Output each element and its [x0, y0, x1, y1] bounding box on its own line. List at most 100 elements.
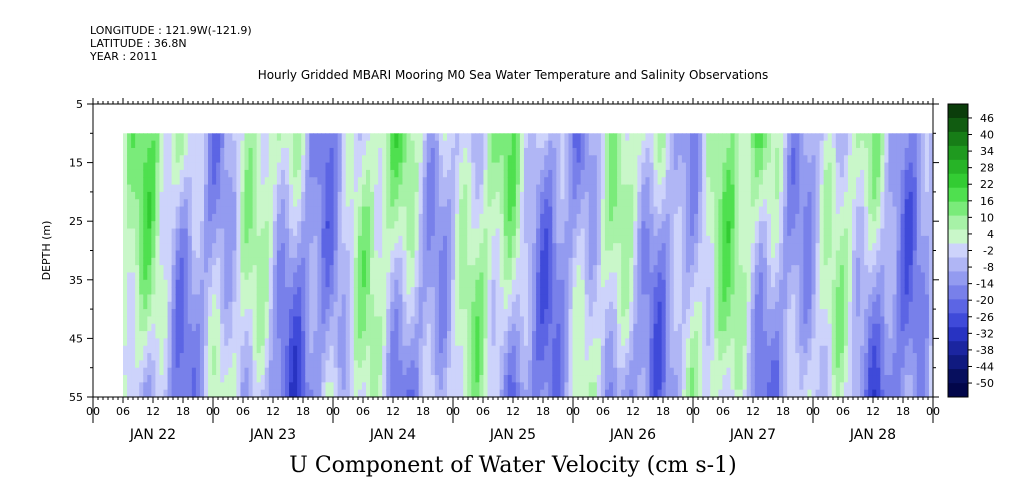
heatmap-cell	[609, 375, 614, 383]
heatmap-cell	[167, 228, 173, 237]
heatmap-cell	[495, 140, 501, 149]
heatmap-cell	[442, 389, 448, 398]
heatmap-cell	[661, 338, 667, 347]
heatmap-cell	[151, 272, 156, 281]
heatmap-cell	[637, 133, 642, 142]
heatmap-cell	[244, 199, 250, 208]
heatmap-cell	[208, 228, 213, 237]
heatmap-cell	[305, 279, 310, 288]
heatmap-cell	[272, 389, 278, 398]
heatmap-cell	[410, 243, 416, 252]
heatmap-cell	[673, 382, 679, 391]
heatmap-cell	[604, 309, 610, 318]
heatmap-cell	[366, 301, 371, 310]
heatmap-cell	[135, 235, 140, 244]
heatmap-cell	[208, 235, 213, 244]
heatmap-cell	[236, 250, 242, 259]
heatmap-cell	[479, 221, 485, 230]
heatmap-cell	[228, 140, 233, 149]
heatmap-cell	[289, 177, 294, 186]
heatmap-cell	[175, 287, 181, 296]
heatmap-cell	[483, 155, 489, 164]
heatmap-cell	[268, 235, 274, 244]
heatmap-cell	[191, 287, 197, 296]
heatmap-cell	[434, 338, 440, 347]
heatmap-cell	[175, 309, 181, 318]
heatmap-cell	[341, 338, 347, 347]
heatmap-cell	[604, 301, 610, 310]
heatmap-cell	[293, 243, 298, 252]
heatmap-cell	[289, 206, 294, 215]
heatmap-cell	[438, 375, 444, 383]
heatmap-cell	[410, 331, 416, 339]
heatmap-cell	[329, 301, 335, 310]
heatmap-cell	[212, 279, 217, 288]
heatmap-cell	[609, 213, 614, 222]
heatmap-cell	[353, 228, 359, 237]
heatmap-cell	[325, 235, 331, 244]
heatmap-cell	[280, 301, 286, 310]
heatmap-cell	[548, 309, 553, 318]
heatmap-cell	[515, 382, 521, 391]
heatmap-cell	[402, 353, 408, 361]
heatmap-cell	[645, 309, 651, 318]
heatmap-cell	[244, 250, 250, 259]
heatmap-cell	[187, 147, 193, 156]
heatmap-cell	[252, 338, 258, 347]
heatmap-cell	[592, 243, 598, 252]
heatmap-cell	[584, 140, 590, 149]
heatmap-cell	[353, 375, 359, 383]
heatmap-cell	[669, 140, 675, 149]
heatmap-cell	[341, 206, 347, 215]
heatmap-cell	[228, 250, 233, 259]
heatmap-cell	[665, 177, 671, 186]
heatmap-cell	[637, 213, 642, 222]
heatmap-cell	[536, 279, 541, 288]
heatmap-cell	[491, 316, 497, 325]
heatmap-cell	[580, 287, 586, 296]
heatmap-cell	[645, 250, 651, 259]
heatmap-cell	[552, 257, 557, 266]
heatmap-cell	[147, 272, 152, 281]
heatmap-cell	[576, 206, 582, 215]
heatmap-cell	[471, 177, 476, 186]
heatmap-cell	[272, 257, 278, 266]
heatmap-cell	[645, 279, 651, 288]
heatmap-cell	[483, 287, 489, 296]
heatmap-cell	[528, 294, 533, 303]
heatmap-cell	[171, 301, 177, 310]
heatmap-cell	[669, 287, 675, 296]
heatmap-field	[123, 133, 934, 398]
heatmap-cell	[256, 279, 262, 288]
heatmap-cell	[669, 199, 675, 208]
heatmap-cell	[163, 147, 169, 156]
heatmap-cell	[374, 206, 379, 215]
heatmap-cell	[248, 287, 254, 296]
heatmap-cell	[479, 133, 485, 142]
heatmap-cell	[540, 177, 545, 186]
heatmap-cell	[447, 338, 452, 347]
heatmap-cell	[147, 191, 152, 200]
heatmap-cell	[515, 375, 521, 383]
heatmap-cell	[515, 301, 521, 310]
heatmap-cell	[523, 243, 529, 252]
heatmap-cell	[337, 162, 343, 171]
heatmap-cell	[499, 287, 505, 296]
heatmap-cell	[511, 360, 517, 369]
heatmap-cell	[617, 287, 622, 296]
heatmap-cell	[487, 257, 493, 266]
heatmap-cell	[455, 133, 460, 142]
heatmap-cell	[131, 147, 136, 156]
heatmap-cell	[637, 177, 642, 186]
heatmap-cell	[244, 155, 250, 164]
heatmap-cell	[426, 184, 432, 193]
heatmap-cell	[673, 389, 679, 398]
heatmap-cell	[147, 243, 152, 252]
heatmap-cell	[232, 184, 237, 193]
heatmap-cell	[127, 199, 132, 208]
heatmap-cell	[548, 228, 553, 237]
heatmap-cell	[653, 199, 659, 208]
heatmap-cell	[147, 331, 152, 339]
heatmap-cell	[653, 309, 659, 318]
heatmap-cell	[127, 272, 132, 281]
